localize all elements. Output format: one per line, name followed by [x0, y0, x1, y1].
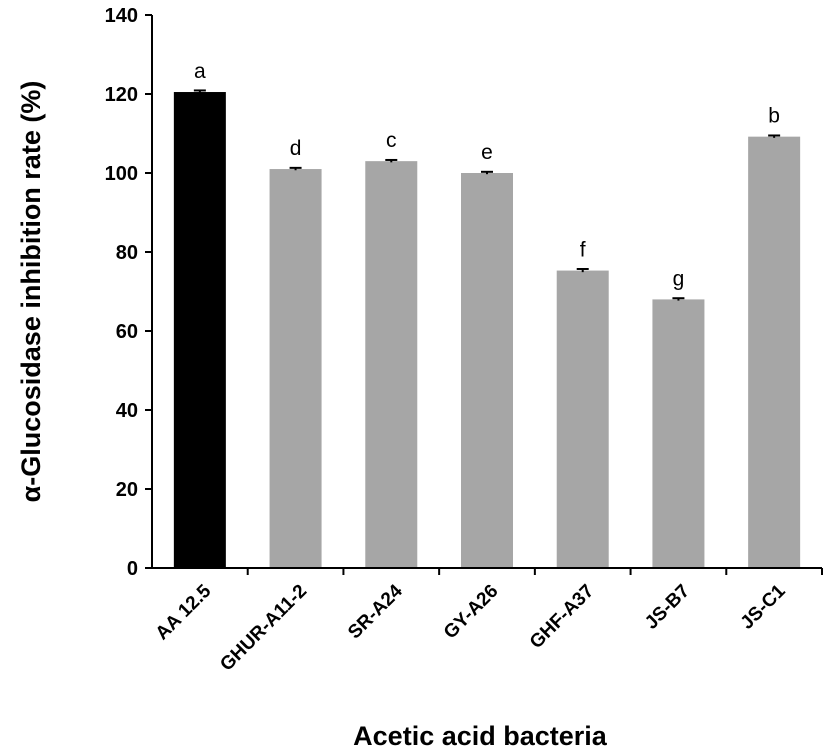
y-axis-ticks: 0 20 40 60 80 100 120 140: [105, 5, 152, 580]
significance-letter: b: [768, 105, 780, 128]
x-category-label: AA 12.5: [152, 580, 216, 644]
x-category-label: GHUR-A11-2: [216, 581, 311, 676]
significance-letter: g: [673, 267, 685, 290]
y-tick-label: 140: [105, 5, 138, 27]
x-axis-categories: AA 12.5 GHUR-A11-2 SR-A24 GY-A26 GHF-A37 JS-B…: [152, 568, 823, 676]
error-bars: [193, 89, 781, 301]
significance-letter: a: [194, 60, 206, 83]
significance-letter: f: [580, 239, 586, 262]
x-axis-title: Acetic acid bacteria: [353, 721, 608, 751]
bar: [365, 161, 418, 568]
y-axis-title: α-Glucosidase inhibition rate (%): [16, 81, 46, 503]
y-tick-label: 40: [116, 400, 138, 422]
significance-letter: d: [290, 137, 302, 160]
bar: [173, 92, 226, 569]
significance-letters: a d c e f g b: [194, 60, 780, 290]
bar: [461, 173, 513, 568]
y-tick-label: 0: [127, 558, 138, 580]
significance-letter: c: [386, 129, 397, 152]
bar: [556, 270, 609, 568]
significance-letter: e: [481, 141, 493, 164]
y-tick-label: 80: [116, 242, 138, 264]
y-tick-label: 120: [105, 84, 138, 106]
bar: [269, 169, 322, 569]
x-category-label: GY-A26: [440, 581, 503, 644]
x-category-label: GHF-A37: [526, 581, 598, 653]
x-category-label: JS-C1: [737, 580, 790, 633]
bars: [173, 92, 801, 569]
bar: [652, 299, 705, 568]
y-tick-label: 100: [105, 163, 138, 185]
y-tick-label: 20: [116, 479, 138, 501]
bar: [748, 136, 801, 568]
x-category-label: JS-B7: [641, 581, 694, 634]
x-category-label: SR-A24: [344, 580, 407, 643]
y-tick-label: 60: [116, 321, 138, 343]
